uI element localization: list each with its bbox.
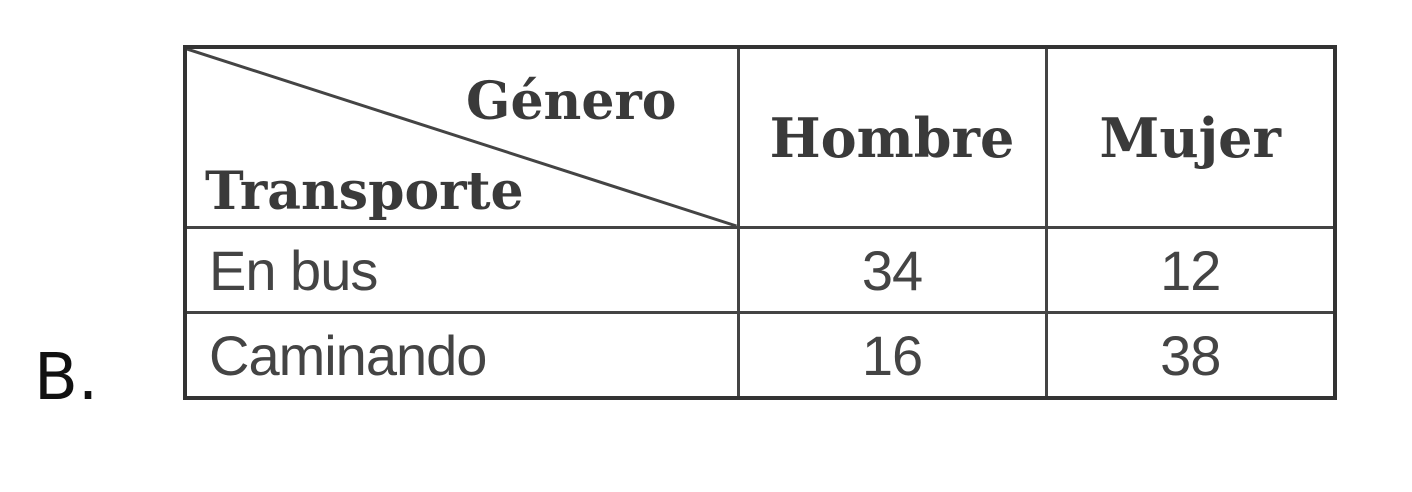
cell-caminando-hombre: 16	[736, 311, 1048, 400]
column-variable-label: Género	[466, 71, 677, 132]
cell-en-bus-mujer: 12	[1044, 226, 1337, 314]
corner-header-cell: Género Transporte	[183, 45, 740, 229]
diagonal-divider	[188, 49, 735, 225]
table-header-row: Género Transporte Hombre Mujer	[183, 45, 1337, 229]
cell-en-bus-hombre: 34	[736, 226, 1048, 314]
cell-caminando-mujer: 38	[1044, 311, 1337, 400]
table-row: En bus 34 12	[183, 226, 1337, 314]
contingency-table-wrapper: Género Transporte Hombre Mujer En bus 34…	[183, 45, 1337, 400]
row-label-en-bus: En bus	[183, 226, 740, 314]
table-row: Caminando 16 38	[183, 311, 1337, 400]
option-letter: B.	[34, 341, 99, 415]
row-variable-label: Transporte	[205, 161, 524, 222]
row-label-caminando: Caminando	[183, 311, 740, 400]
contingency-table: Género Transporte Hombre Mujer En bus 34…	[183, 45, 1337, 400]
column-header-mujer: Mujer	[1044, 45, 1337, 229]
column-header-hombre: Hombre	[736, 45, 1048, 229]
